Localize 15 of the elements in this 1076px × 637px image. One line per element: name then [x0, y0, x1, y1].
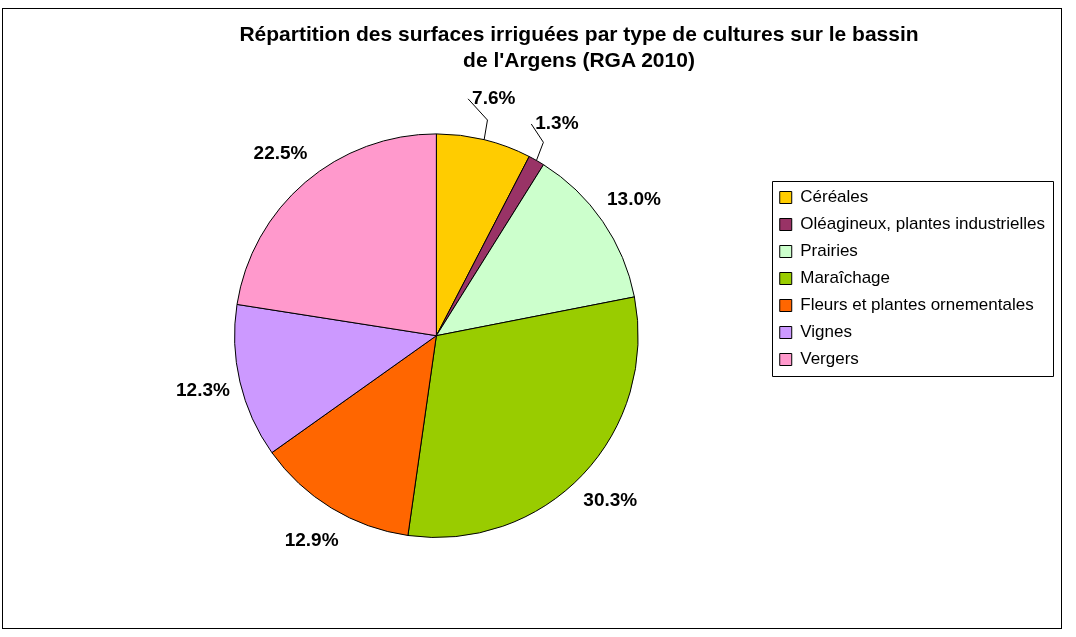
legend-label: Vergers [800, 349, 859, 369]
legend-label: Maraîchage [800, 268, 891, 288]
data-label: 7.6% [472, 87, 516, 109]
chart-title: Répartition des surfaces irriguées par type de cultures sur le bassin de l'Argens (RGA 2010) [239, 22, 919, 71]
legend-label: Vignes [800, 322, 852, 342]
legend-label: Fleurs et plantes ornementales [800, 295, 1034, 315]
legend-label: Prairies [800, 241, 858, 261]
data-label: 30.3% [583, 489, 638, 511]
data-label: 13.0% [607, 188, 662, 210]
data-label: 1.3% [535, 112, 579, 134]
data-label: 22.5% [253, 141, 308, 163]
legend-label: Oléagineux, plantes industrielles [800, 214, 1046, 234]
data-label: 12.9% [284, 528, 339, 550]
legend-label: Céréales [800, 187, 869, 207]
data-label: 12.3% [176, 378, 230, 400]
